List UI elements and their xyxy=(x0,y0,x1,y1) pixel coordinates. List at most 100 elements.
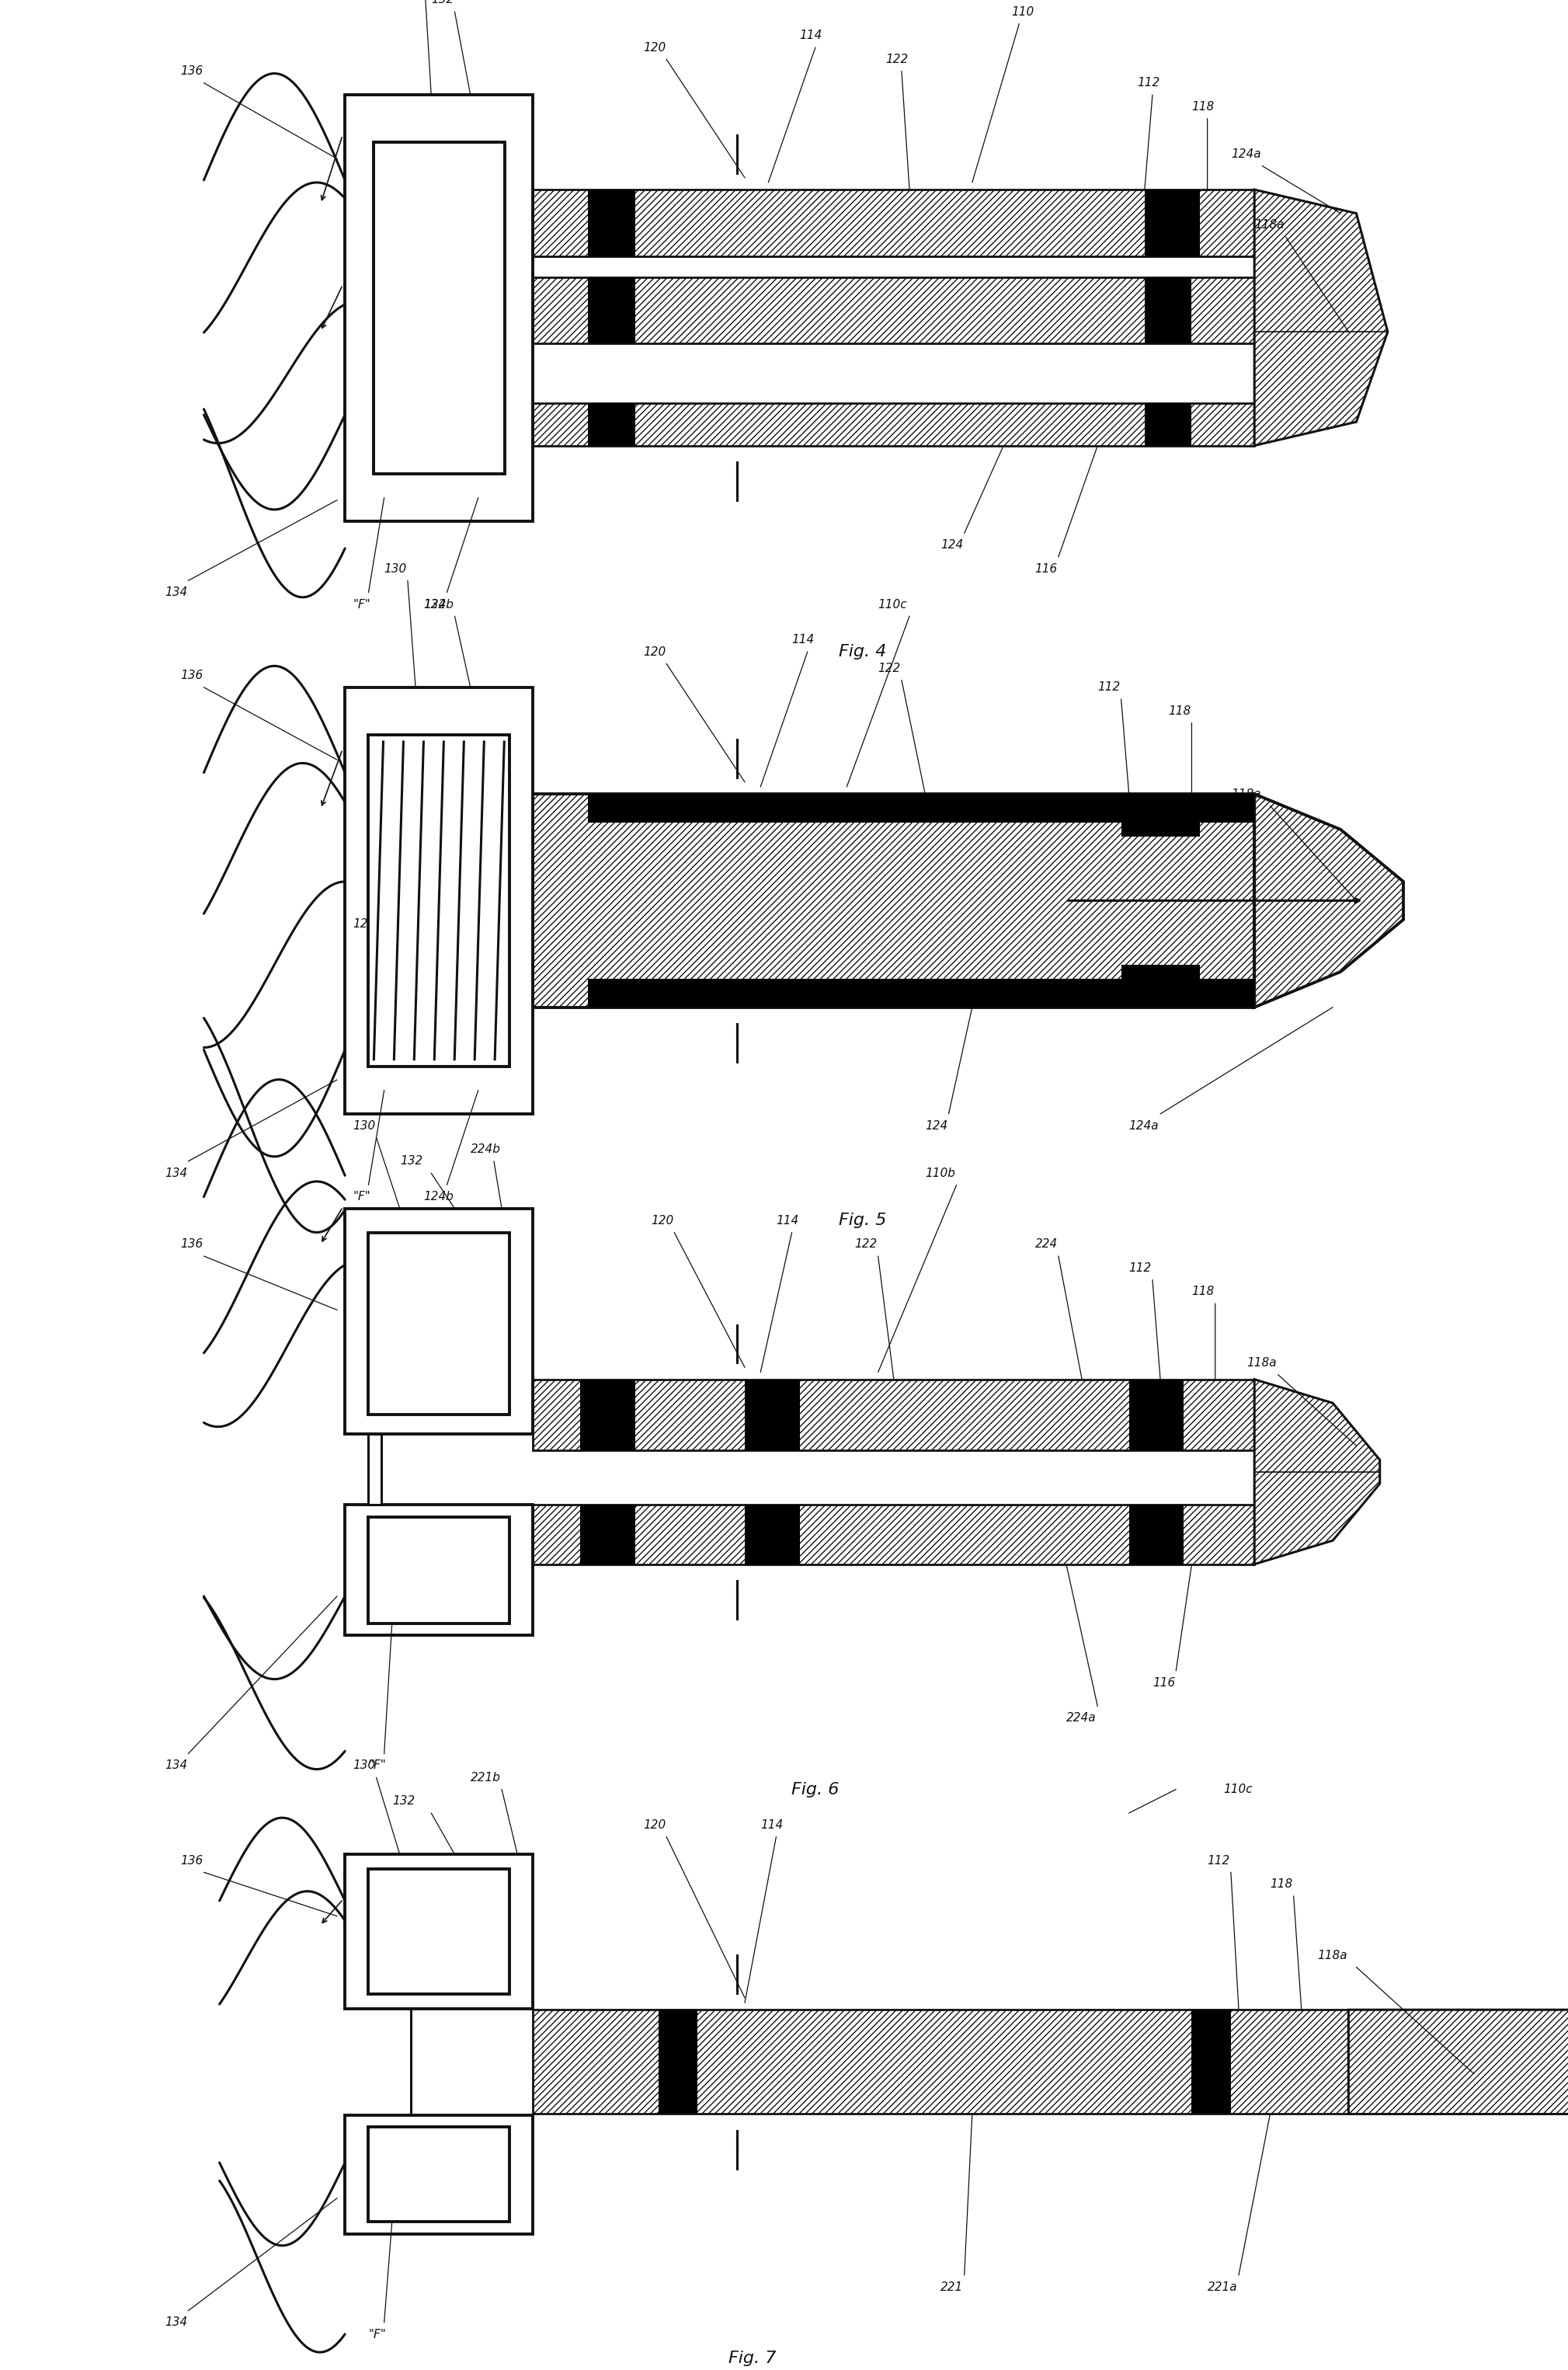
Bar xyxy=(1145,190,1200,256)
Bar xyxy=(588,979,1254,1007)
Bar xyxy=(1129,1379,1184,1450)
Bar xyxy=(745,1379,800,1450)
Text: 130: 130 xyxy=(353,1121,375,1130)
Bar xyxy=(533,277,1254,344)
Text: 124a: 124a xyxy=(1129,1121,1159,1130)
Polygon shape xyxy=(1254,1379,1380,1564)
Text: 112: 112 xyxy=(1207,1856,1229,1865)
Text: 116: 116 xyxy=(1152,1678,1174,1687)
Bar xyxy=(1121,965,1200,1007)
Bar xyxy=(368,2128,510,2223)
Text: 132: 132 xyxy=(423,600,445,609)
Text: 110b: 110b xyxy=(925,1168,955,1178)
Text: 118a: 118a xyxy=(1247,1358,1276,1367)
Text: 110c: 110c xyxy=(878,600,908,609)
Text: 124: 124 xyxy=(941,540,963,550)
Text: 112: 112 xyxy=(1098,683,1120,692)
Bar xyxy=(588,190,635,256)
Text: 134: 134 xyxy=(165,588,187,597)
Text: 124: 124 xyxy=(925,1121,947,1130)
Text: 114: 114 xyxy=(776,1216,798,1225)
Text: 120: 120 xyxy=(651,1216,673,1225)
Text: "F": "F" xyxy=(353,1192,370,1202)
Bar xyxy=(580,1379,635,1450)
Text: 132: 132 xyxy=(400,1157,422,1166)
Polygon shape xyxy=(1254,190,1388,446)
Bar xyxy=(533,190,1254,256)
Text: 134: 134 xyxy=(165,1761,187,1770)
Bar xyxy=(1129,1505,1184,1564)
Text: 134: 134 xyxy=(165,2318,187,2327)
Text: 118: 118 xyxy=(1192,1287,1214,1296)
Text: "F": "F" xyxy=(353,600,370,609)
Text: 136: 136 xyxy=(180,66,202,76)
Bar xyxy=(345,1853,533,2007)
Text: 132: 132 xyxy=(392,1796,414,1806)
Text: 120: 120 xyxy=(643,1820,665,1830)
Bar xyxy=(533,794,1254,1007)
Text: 136: 136 xyxy=(180,1240,202,1249)
Text: 118a: 118a xyxy=(1317,1951,1347,1960)
Bar xyxy=(588,277,635,344)
Bar xyxy=(659,2010,698,2114)
Text: 122: 122 xyxy=(878,664,900,673)
Bar xyxy=(345,95,533,521)
Text: Fig. 4: Fig. 4 xyxy=(839,645,886,659)
Bar xyxy=(1121,794,1200,837)
Bar xyxy=(745,1505,800,1564)
Text: 118: 118 xyxy=(1270,1879,1292,1889)
Text: 122: 122 xyxy=(886,55,908,64)
Bar xyxy=(345,687,533,1114)
Bar xyxy=(345,1209,533,1434)
Text: 110c: 110c xyxy=(1223,1785,1253,1794)
Bar xyxy=(1192,2010,1231,2114)
Bar xyxy=(533,403,1254,446)
Text: 130: 130 xyxy=(353,1761,375,1770)
Bar xyxy=(373,142,505,474)
Text: 114: 114 xyxy=(792,635,814,645)
Text: 122: 122 xyxy=(855,1240,877,1249)
Bar xyxy=(1145,403,1192,446)
Bar xyxy=(368,1434,381,1505)
Bar xyxy=(580,1505,635,1564)
Text: Fig. 7: Fig. 7 xyxy=(729,2351,776,2365)
Bar xyxy=(368,1232,510,1415)
Bar xyxy=(368,1868,510,1996)
Text: Fig. 6: Fig. 6 xyxy=(792,1782,839,1796)
Text: 116: 116 xyxy=(1035,564,1057,574)
Bar xyxy=(588,403,635,446)
Text: "F": "F" xyxy=(368,2330,386,2339)
Text: 118: 118 xyxy=(1192,102,1214,111)
Bar xyxy=(533,2010,1348,2114)
Text: Fig. 5: Fig. 5 xyxy=(839,1213,886,1228)
Text: 120: 120 xyxy=(643,647,665,656)
Text: 136: 136 xyxy=(180,1856,202,1865)
Bar xyxy=(345,2114,533,2233)
Bar xyxy=(368,735,510,1066)
Bar xyxy=(588,794,1254,822)
Text: 124b: 124b xyxy=(423,600,453,609)
Text: 134: 134 xyxy=(165,1168,187,1178)
Text: 114: 114 xyxy=(800,31,822,40)
Text: 221b: 221b xyxy=(470,1773,500,1782)
Text: 221: 221 xyxy=(941,2282,963,2292)
Text: 224b: 224b xyxy=(470,1145,500,1154)
Text: 114: 114 xyxy=(760,1820,782,1830)
Text: 118a: 118a xyxy=(1254,220,1284,230)
Text: 124b: 124b xyxy=(423,1192,453,1202)
Bar xyxy=(368,1517,510,1623)
Bar xyxy=(1145,277,1192,344)
Text: 124a: 124a xyxy=(1231,149,1261,159)
Text: 136: 136 xyxy=(180,671,202,680)
Text: "F": "F" xyxy=(368,1761,386,1770)
Text: 118a: 118a xyxy=(1231,789,1261,799)
Text: 224a: 224a xyxy=(1066,1714,1096,1723)
Text: 132: 132 xyxy=(431,0,453,5)
Text: 118: 118 xyxy=(1168,706,1190,716)
Text: 120: 120 xyxy=(643,43,665,52)
Text: 112: 112 xyxy=(1137,78,1159,88)
Text: 112: 112 xyxy=(1129,1263,1151,1273)
Text: 110: 110 xyxy=(1011,7,1033,17)
Bar xyxy=(533,1379,1254,1450)
Text: 221a: 221a xyxy=(1207,2282,1237,2292)
